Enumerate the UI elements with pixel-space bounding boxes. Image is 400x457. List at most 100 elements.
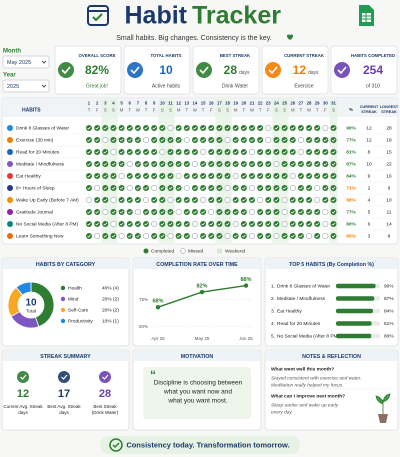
panel-title: NOTES & REFLECTION (302, 354, 361, 360)
completed-mark (159, 209, 166, 215)
completed-mark (143, 221, 150, 227)
day-number: 6 (129, 101, 132, 106)
check-glyph (201, 162, 205, 166)
footer-band (100, 436, 300, 454)
check-glyph (127, 126, 132, 130)
check-glyph (185, 222, 189, 226)
completed-mark (306, 197, 313, 203)
check-glyph (103, 162, 108, 166)
check-glyph (331, 138, 336, 142)
missed-mark (273, 233, 280, 240)
missed-mark (281, 197, 288, 204)
month-label: Month (3, 49, 21, 55)
longest-streak: 15 (386, 149, 392, 155)
check-glyph (201, 138, 205, 142)
check-glyph (217, 174, 222, 178)
check-glyph (323, 162, 328, 166)
check-glyph (282, 162, 287, 166)
completed-mark (200, 185, 207, 191)
missed-mark (143, 197, 150, 204)
bar (336, 308, 373, 314)
completed-mark (102, 233, 109, 239)
check-glyph (233, 210, 238, 214)
month-select[interactable] (2, 55, 50, 69)
streak-icon-glyph (61, 374, 68, 380)
completed-mark (143, 209, 150, 215)
weekend-column (101, 99, 110, 243)
habit-icon (7, 173, 13, 179)
completed-mark (102, 185, 109, 191)
completed-mark (208, 185, 215, 191)
completed-mark (102, 221, 109, 227)
check-glyph (307, 186, 311, 190)
heart-icon (287, 34, 293, 40)
completed-mark (159, 125, 166, 131)
weekday-letter: S (226, 108, 229, 113)
weekend-column (158, 99, 167, 243)
check-glyph (127, 150, 132, 154)
completed-mark (118, 149, 125, 155)
completed-mark (175, 233, 182, 239)
check-glyph (323, 186, 328, 190)
check-glyph (274, 174, 279, 178)
completed-mark (134, 233, 141, 239)
streak-icon-glyph (20, 374, 27, 380)
check-glyph (225, 150, 230, 154)
bar (336, 333, 372, 339)
check-glyph (152, 126, 157, 130)
kpi-card (261, 45, 329, 95)
completed-mark (159, 233, 166, 239)
completed-mark (273, 149, 280, 155)
completed-mark (118, 125, 125, 131)
check-glyph (233, 234, 238, 238)
day-number: 21 (250, 101, 255, 106)
check-glyph (258, 174, 263, 178)
completed-mark (273, 173, 280, 179)
check-glyph (103, 126, 108, 130)
year-select[interactable] (2, 79, 50, 93)
check-glyph (103, 222, 108, 226)
completed-mark (126, 197, 133, 203)
check-glyph (185, 150, 189, 154)
check-glyph (266, 210, 271, 214)
completed-mark (265, 197, 272, 203)
dropdown-arrow (41, 84, 47, 88)
habit-pct: 90% (346, 125, 356, 131)
check-glyph (201, 126, 205, 130)
completed-mark (126, 209, 133, 215)
quote-line: Discipline is choosing between (154, 380, 243, 387)
habit-name: Learn Something New (16, 233, 64, 239)
completed-mark (314, 221, 321, 227)
footer-icon (109, 438, 123, 452)
donut-segment (15, 281, 32, 296)
habit-icon (7, 197, 13, 203)
quote-line: what you want most. (167, 398, 227, 405)
kpi-card (192, 45, 260, 95)
legend-label: Weekend (225, 248, 246, 254)
habit-name: Wake Up Early (Before 7 AM) (16, 197, 79, 203)
kpi-sub: Exercise (294, 83, 313, 89)
completed-mark (175, 161, 182, 167)
check-glyph (136, 150, 140, 154)
check-glyph (331, 162, 336, 166)
completed-mark (306, 221, 313, 227)
streak-label: Current Avg. Streak (3, 404, 43, 409)
weekday-letter: S (112, 108, 115, 113)
check-glyph (127, 222, 132, 226)
completed-mark (232, 233, 239, 239)
completed-mark (208, 161, 215, 167)
check-glyph (168, 138, 173, 142)
kpi-icon (196, 62, 212, 78)
missed-mark (94, 185, 101, 192)
completed-mark (208, 221, 215, 227)
completed-mark (240, 221, 247, 227)
check-glyph (87, 210, 91, 214)
completed-mark (94, 149, 101, 155)
kpi-label: HABITS COMPLETED (351, 53, 395, 58)
habit-icon (7, 185, 13, 191)
weekday-letter: S (161, 108, 164, 113)
missed-mark (143, 137, 150, 144)
top-habit-name: Read for 20 Minutes (277, 321, 321, 327)
completed-mark (118, 209, 125, 215)
kpi-unit: days (239, 70, 250, 76)
